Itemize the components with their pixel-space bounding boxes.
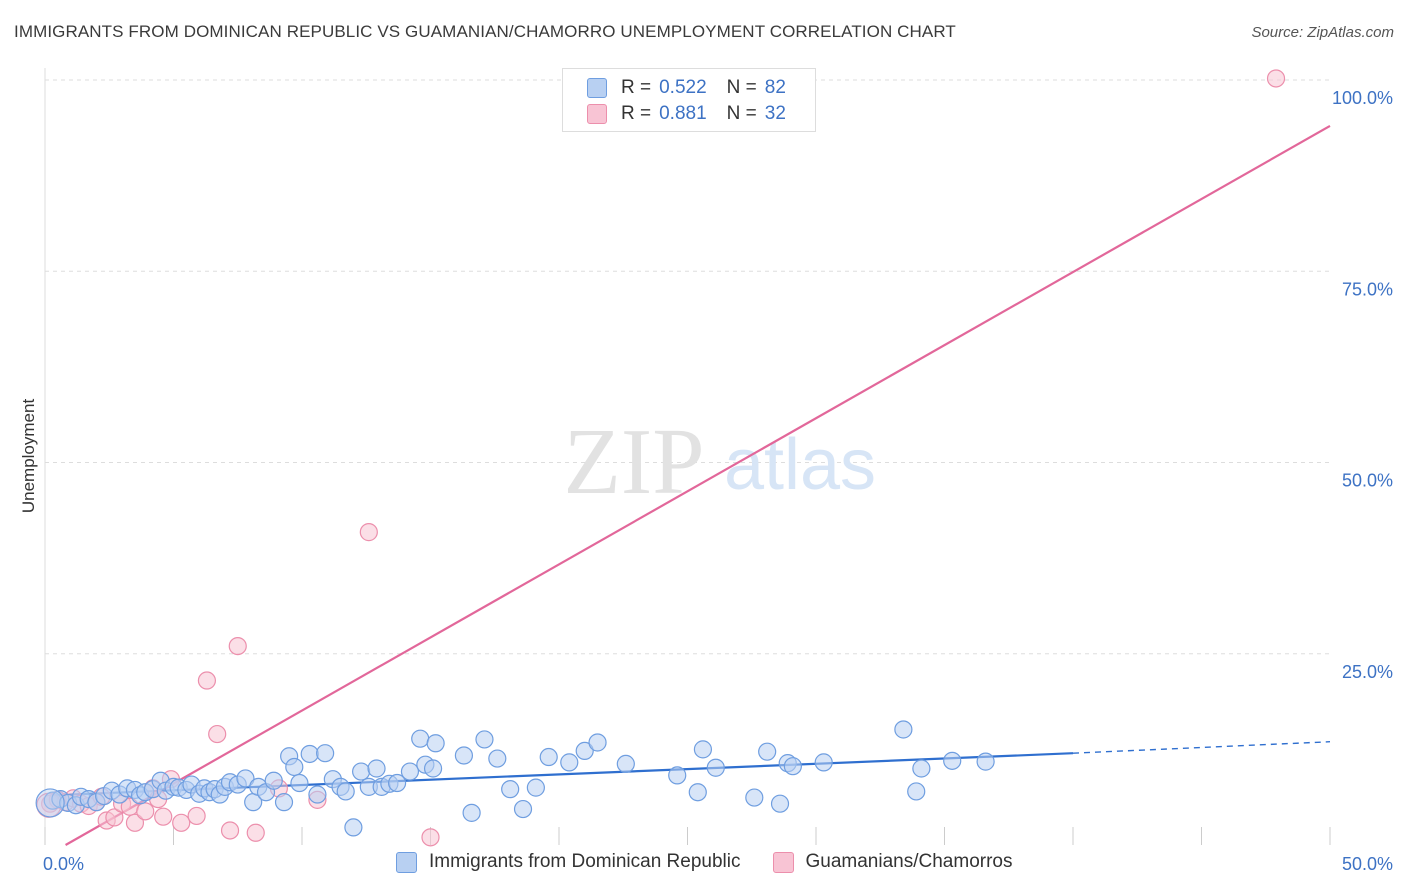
x-tick-marks — [44, 827, 1331, 845]
trend-line-guamanians — [65, 124, 1331, 846]
series-legend: Immigrants from Dominican Republic Guama… — [396, 851, 1044, 873]
legend-swatch-blue — [587, 78, 607, 98]
data-point-dominican — [539, 747, 558, 767]
data-point-dominican — [488, 749, 507, 768]
x-tick-label: 50.0% — [1342, 854, 1393, 874]
data-point-dominican — [367, 759, 386, 778]
data-point-dominican — [513, 799, 533, 819]
data-point-dominican — [588, 733, 607, 752]
data-cluster-dominican — [35, 788, 65, 818]
data-point-guamanian — [172, 813, 191, 832]
data-point-dominican — [688, 783, 707, 802]
data-point-guamanian — [246, 823, 265, 842]
x-tick-labels: 0.0% 50.0% — [43, 854, 1393, 874]
watermark-zip: ZIP — [564, 410, 705, 514]
data-point-dominican — [616, 754, 635, 774]
legend-row-guamanian: R = 0.881 N = 32 — [587, 102, 786, 126]
data-point-guamanian — [197, 671, 217, 690]
data-point-dominican — [387, 773, 407, 793]
data-point-dominican — [352, 762, 371, 781]
data-point-dominican — [907, 782, 926, 801]
legend-swatch-pink — [587, 104, 607, 124]
data-point-dominican — [560, 753, 579, 772]
chart-title: IMMIGRANTS FROM DOMINICAN REPUBLIC VS GU… — [14, 22, 956, 41]
y-tick-labels: 25.0% 50.0% 75.0% 100.0% — [1332, 88, 1393, 682]
data-point-guamanian — [125, 813, 145, 832]
data-point-guamanian — [228, 636, 247, 656]
data-point-dominican — [454, 746, 474, 765]
data-point-dominican — [411, 729, 430, 748]
legend-n-value: 32 — [764, 103, 786, 124]
correlation-legend: R = 0.522 N = 82 R = 0.881 N = 32 — [562, 68, 816, 132]
data-point-guamanian — [136, 802, 155, 821]
series-dominican-points — [35, 720, 995, 837]
data-point-dominican — [316, 744, 335, 763]
data-point-guamanian — [187, 806, 206, 826]
data-point-dominican — [285, 757, 304, 777]
data-point-dominican — [758, 742, 777, 761]
data-point-dominican — [706, 758, 725, 777]
data-point-guamanian — [359, 523, 378, 542]
data-point-dominican — [814, 753, 833, 772]
data-point-dominican — [575, 741, 594, 761]
y-tick-label: 100.0% — [1332, 88, 1393, 108]
data-point-dominican — [400, 762, 420, 781]
data-point-dominican — [943, 751, 962, 770]
data-point-dominican — [526, 778, 545, 797]
legend-swatch-pink — [772, 851, 794, 873]
legend-item-guamanian[interactable]: Guamanians/Chamorros — [772, 851, 1013, 873]
data-point-guamanian — [154, 807, 173, 826]
data-point-dominican — [236, 769, 255, 788]
data-point-dominican — [912, 759, 931, 778]
data-point-dominican — [693, 740, 713, 759]
legend-r-label: R = — [621, 77, 652, 98]
legend-label-guamanian: Guamanians/Chamorros — [805, 851, 1013, 872]
data-point-dominican — [745, 788, 764, 807]
data-point-dominican — [668, 766, 687, 785]
y-tick-label: 25.0% — [1342, 662, 1393, 682]
legend-r-label: R = — [621, 103, 652, 124]
data-point-guamanian — [1266, 69, 1286, 88]
data-point-dominican — [290, 773, 309, 793]
watermark-atlas: atlas — [724, 425, 876, 505]
data-point-dominican — [770, 794, 790, 813]
source-credit: Source: ZipAtlas.com — [1251, 24, 1394, 41]
data-point-dominican — [274, 793, 294, 812]
y-tick-label: 50.0% — [1342, 471, 1393, 491]
data-point-dominican — [308, 785, 327, 804]
legend-swatch-blue — [396, 851, 417, 873]
data-point-dominican — [783, 757, 802, 776]
legend-n-label: N = — [726, 77, 757, 98]
data-point-guamanian — [421, 828, 440, 847]
data-point-dominican — [475, 730, 494, 749]
data-point-dominican — [426, 734, 445, 753]
trend-line-dominican-extension — [1072, 741, 1331, 754]
data-point-dominican — [300, 744, 319, 764]
legend-r-value: 0.881 — [659, 103, 707, 124]
data-point-dominican — [344, 818, 363, 837]
data-point-dominican — [264, 771, 283, 790]
data-point-guamanian — [220, 821, 240, 840]
y-tick-label: 75.0% — [1342, 279, 1393, 299]
legend-n-label: N = — [726, 103, 757, 124]
legend-label-dominican: Immigrants from Dominican Republic — [429, 851, 741, 872]
legend-row-dominican: R = 0.522 N = 82 — [587, 76, 786, 100]
data-point-dominican — [976, 752, 995, 771]
data-point-guamanian — [105, 808, 124, 827]
legend-n-value: 82 — [764, 77, 786, 98]
legend-r-value: 0.522 — [659, 77, 707, 98]
y-axis-label: Unemployment — [19, 399, 38, 514]
data-point-dominican — [336, 782, 355, 801]
legend-item-dominican[interactable]: Immigrants from Dominican Republic — [396, 851, 741, 873]
data-point-dominican — [423, 759, 443, 778]
data-point-dominican — [462, 803, 481, 822]
data-point-dominican — [894, 720, 913, 739]
data-point-guamanian — [208, 724, 227, 744]
data-point-dominican — [501, 780, 520, 799]
x-tick-label: 0.0% — [43, 854, 84, 874]
